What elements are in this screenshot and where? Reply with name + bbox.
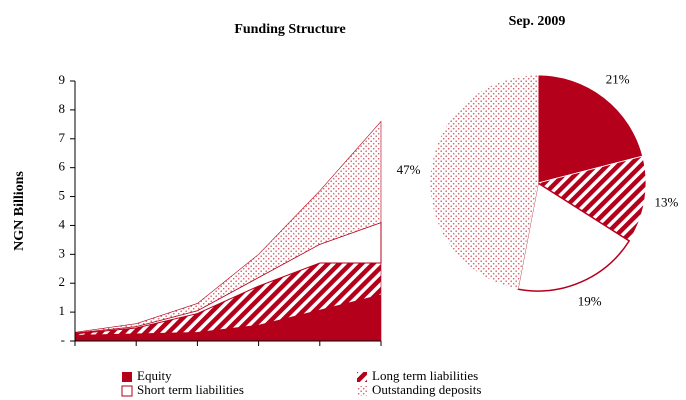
legend-label: Long term liabilities bbox=[372, 368, 478, 383]
y-tick-label: 8 bbox=[59, 101, 66, 116]
pie-label: 47% bbox=[397, 162, 421, 177]
legend-label: Short term liabilities bbox=[137, 382, 244, 397]
y-tick-label: 4 bbox=[59, 216, 66, 231]
y-tick-label: 6 bbox=[59, 159, 66, 174]
y-tick-label: 9 bbox=[59, 72, 66, 87]
pie-label: 21% bbox=[606, 71, 630, 86]
legend-label: Outstanding deposits bbox=[372, 382, 481, 397]
pie-label: 13% bbox=[654, 194, 678, 209]
y-tick-label: 2 bbox=[59, 274, 66, 289]
legend-swatch bbox=[357, 372, 367, 382]
pie-slice bbox=[537, 74, 644, 184]
chart-title: Funding Structure bbox=[234, 22, 345, 37]
legend-swatch bbox=[357, 386, 367, 396]
pie-slice bbox=[429, 74, 539, 290]
pie-slice bbox=[516, 181, 631, 292]
legend-swatch bbox=[122, 372, 132, 382]
y-axis-label: NGN Billions bbox=[12, 171, 27, 251]
pie-label: 19% bbox=[578, 293, 602, 308]
y-tick-label: 1 bbox=[59, 303, 66, 318]
y-tick-label: 5 bbox=[59, 188, 66, 203]
area bbox=[74, 120, 382, 334]
y-tick-label: - bbox=[61, 332, 65, 347]
legend-label: Equity bbox=[137, 368, 172, 383]
y-tick-label: 3 bbox=[59, 245, 66, 260]
legend-swatch bbox=[121, 385, 133, 397]
y-tick-label: 7 bbox=[59, 130, 66, 145]
pie-title: Sep. 2009 bbox=[509, 14, 566, 29]
pie-slice bbox=[537, 155, 647, 242]
